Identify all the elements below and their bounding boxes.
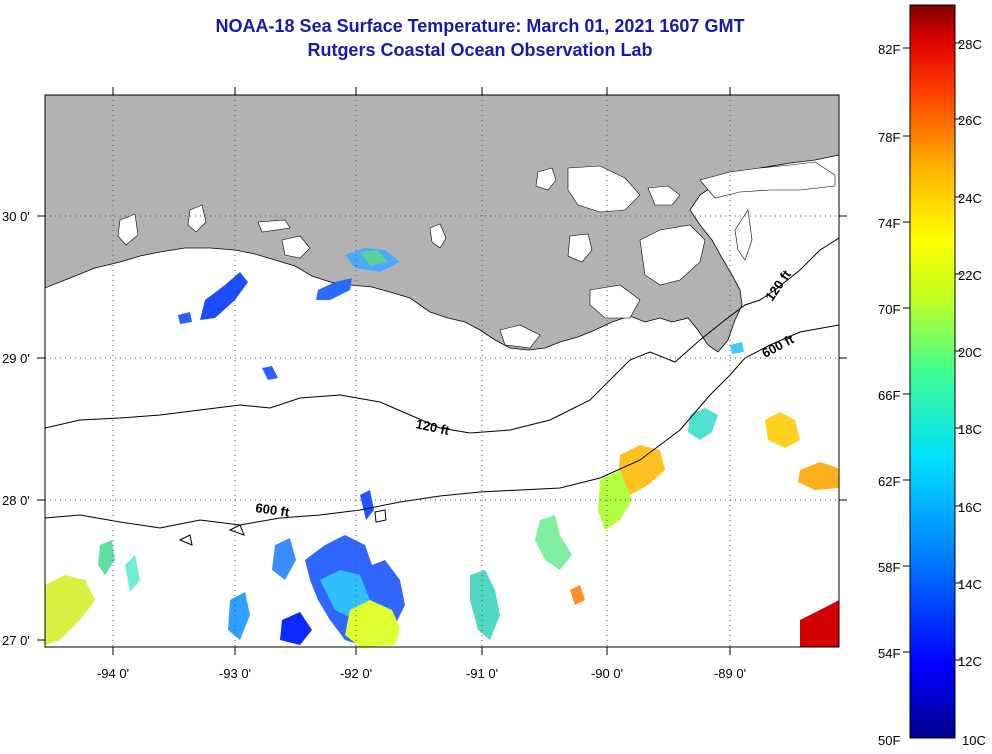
map-frame	[44, 94, 840, 648]
lat-label-28: 28 0'	[2, 493, 30, 508]
isobath-600ft	[45, 324, 839, 529]
lon-label-93: -93 0'	[219, 666, 251, 681]
land-mass	[45, 95, 839, 353]
colorbar-f-74: 74F	[878, 216, 901, 231]
colorbar	[909, 4, 956, 739]
lon-label-90: -90 0'	[591, 666, 623, 681]
isobath-label-600ft-west: 600 ft	[255, 500, 291, 520]
colorbar-ticks	[903, 42, 962, 661]
sst-data-patches	[45, 248, 839, 647]
colorbar-f-70: 70F	[878, 302, 901, 317]
colorbar-f-82: 82F	[878, 42, 901, 57]
colorbar-c-26: 26C	[958, 113, 982, 128]
colorbar-c-16: 16C	[958, 500, 982, 515]
colorbar-c-14: 14C	[958, 577, 982, 592]
colorbar-f-54: 54F	[878, 646, 901, 661]
colorbar-f-50: 50F	[878, 733, 901, 748]
colorbar-c-28: 28C	[958, 37, 982, 52]
isobath-120ft	[45, 237, 839, 434]
colorbar-f-78: 78F	[878, 130, 901, 145]
colorbar-f-66: 66F	[878, 388, 901, 403]
lon-label-94: -94 0'	[97, 666, 129, 681]
colorbar-c-10: 10C	[962, 733, 986, 748]
isobath-contours	[45, 237, 839, 546]
lon-label-92: -92 0'	[340, 666, 372, 681]
map-subtitle: Rutgers Coastal Ocean Observation Lab	[307, 40, 653, 60]
lat-label-30: 30 0'	[2, 209, 30, 224]
colorbar-c-22: 22C	[958, 268, 982, 283]
lon-label-89: -89 0'	[714, 666, 746, 681]
colorbar-c-20: 20C	[958, 345, 982, 360]
colorbar-c-12: 12C	[958, 654, 982, 669]
map-title: NOAA-18 Sea Surface Temperature: March 0…	[215, 16, 745, 36]
lon-label-91: -91 0'	[466, 666, 498, 681]
lat-label-27: 27 0'	[2, 633, 30, 648]
graticule	[45, 95, 839, 647]
isobath-label-120ft-west: 120 ft	[414, 416, 451, 438]
frame-ticks	[37, 87, 847, 655]
colorbar-f-58: 58F	[878, 560, 901, 575]
lat-label-29: 29 0'	[2, 351, 30, 366]
colorbar-f-62: 62F	[878, 474, 901, 489]
colorbar-c-18: 18C	[958, 422, 982, 437]
colorbar-c-24: 24C	[958, 191, 982, 206]
